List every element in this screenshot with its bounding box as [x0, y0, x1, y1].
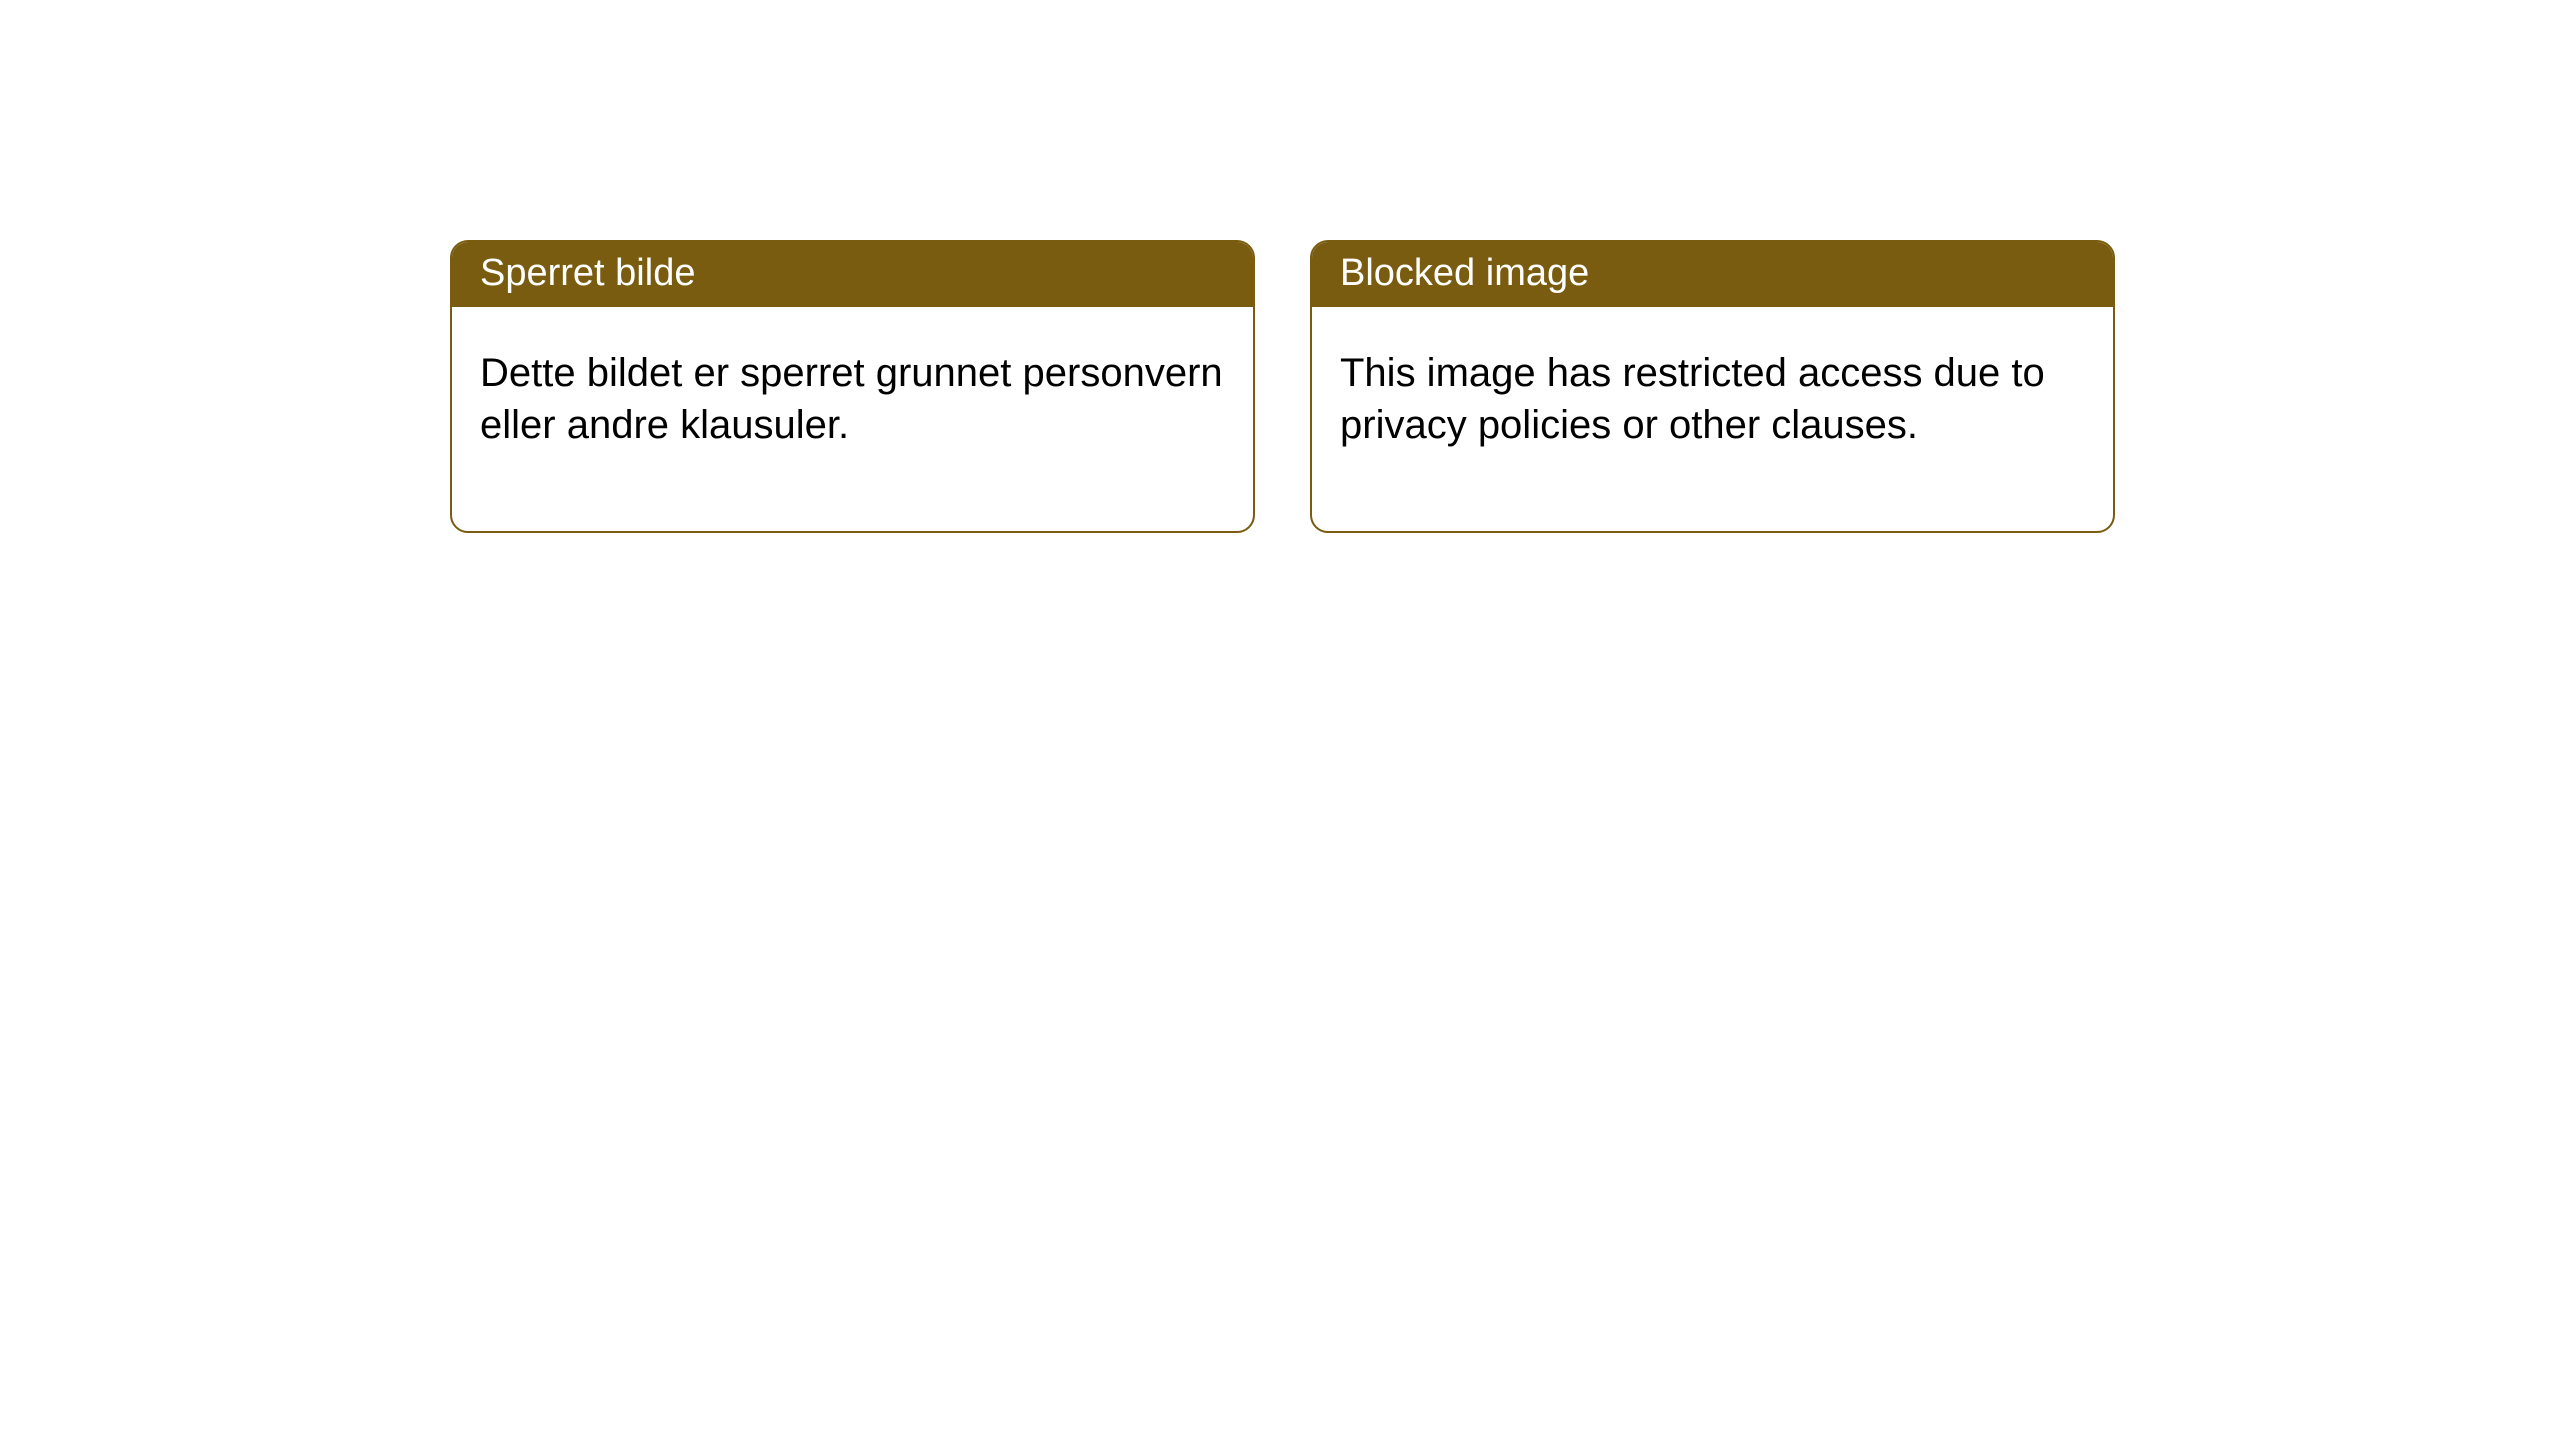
blocked-image-card-english: Blocked image This image has restricted … — [1310, 240, 2115, 533]
notice-container: Sperret bilde Dette bildet er sperret gr… — [0, 0, 2560, 533]
card-header-norwegian: Sperret bilde — [452, 242, 1253, 307]
blocked-image-card-norwegian: Sperret bilde Dette bildet er sperret gr… — [450, 240, 1255, 533]
card-body-norwegian: Dette bildet er sperret grunnet personve… — [452, 307, 1253, 531]
card-body-english: This image has restricted access due to … — [1312, 307, 2113, 531]
card-header-english: Blocked image — [1312, 242, 2113, 307]
